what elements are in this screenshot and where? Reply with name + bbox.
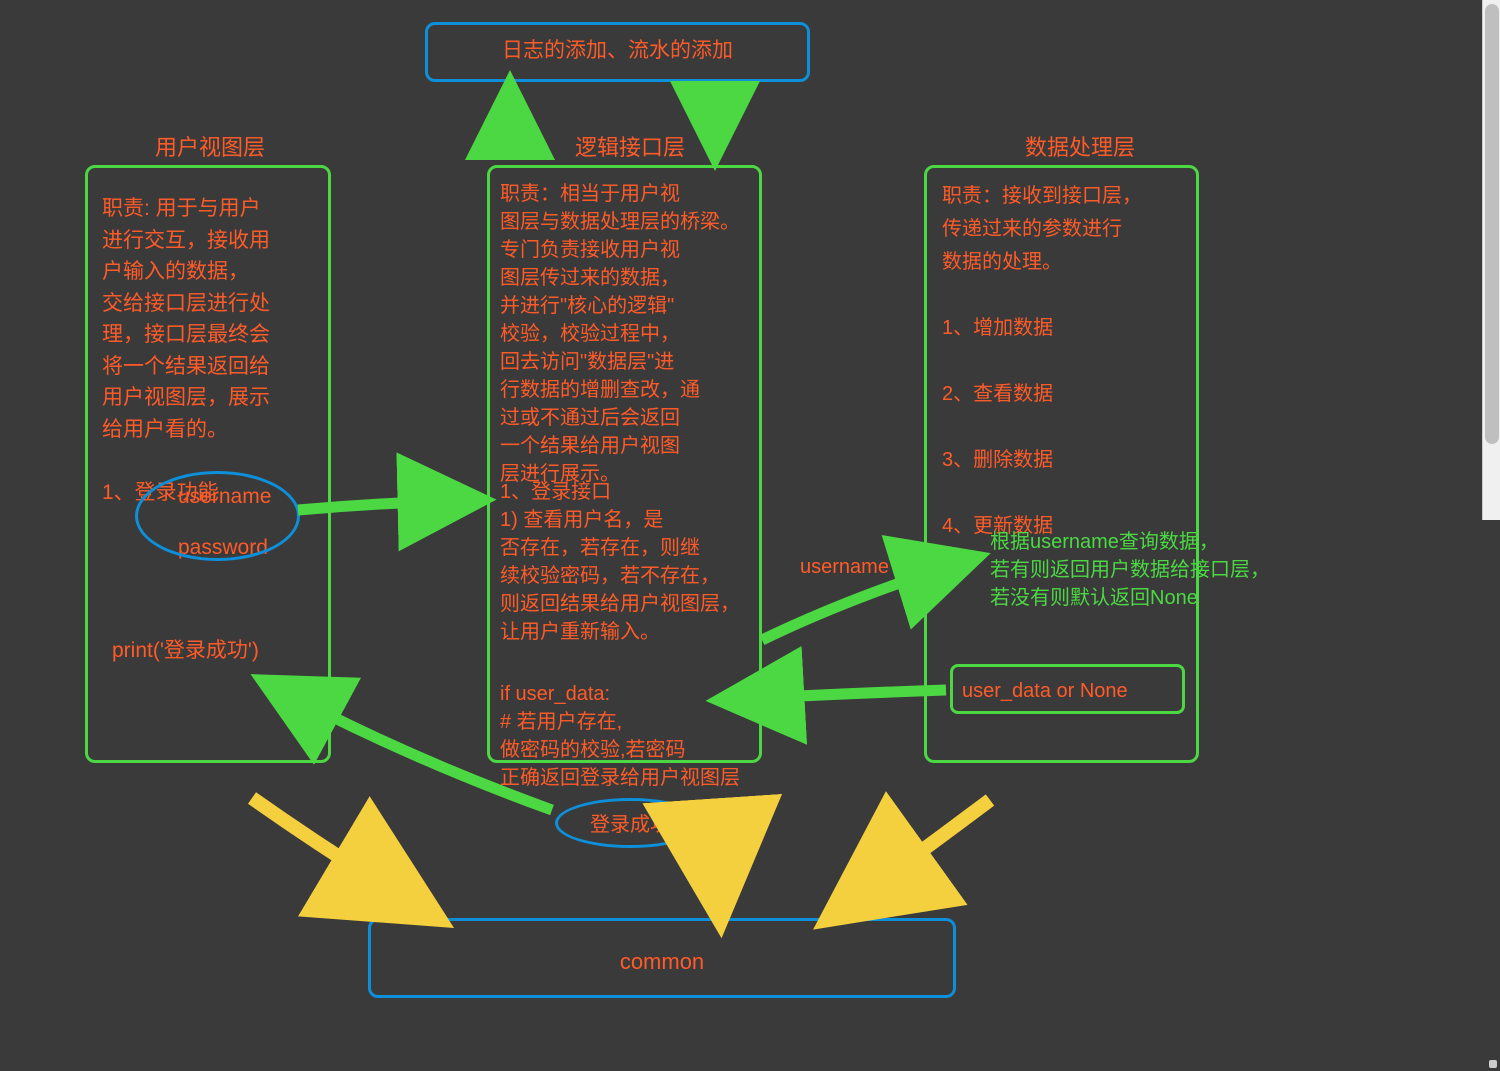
logic-text-1: 职责：相当于用户视 图层与数据处理层的桥梁。 专门负责接收用户视 图层传过来的数… [500,180,790,488]
data-title: 数据处理层 [990,130,1170,162]
resize-handle[interactable] [1489,1060,1497,1068]
user-view-title: 用户视图层 [120,130,300,162]
logic-text-3: if user_data: # 若用户存在, 做密码的校验,若密码 正确返回登录… [500,680,790,792]
data-text: 职责：接收到接口层， 传递过来的参数进行 数据的处理。 1、增加数据 2、查看数… [942,180,1202,543]
print-text: print('登录成功') [112,635,259,667]
scrollbar-thumb[interactable] [1485,4,1499,444]
green-note: 根据username查询数据， 若有则返回用户数据给接口层， 若没有则默认返回N… [990,528,1270,612]
logic-title: 逻辑接口层 [540,130,720,162]
success-text: 登录成功 [590,810,670,840]
common-text: common [368,945,956,978]
username-label: username [800,552,889,582]
user-view-text: 职责: 用于与用户 进行交互，接收用 户输入的数据， 交给接口层进行处 理，接口… [102,193,332,508]
scrollbar-track[interactable] [1482,0,1500,520]
log-box-text: 日志的添加、流水的添加 [425,35,810,67]
user-data-text: user_data or None [962,676,1128,706]
logic-text-2: 1、登录接口 1) 查看用户名，是 否存在，若存在，则继 续校验密码，若不存在，… [500,478,790,646]
credentials-ellipse [135,471,300,561]
